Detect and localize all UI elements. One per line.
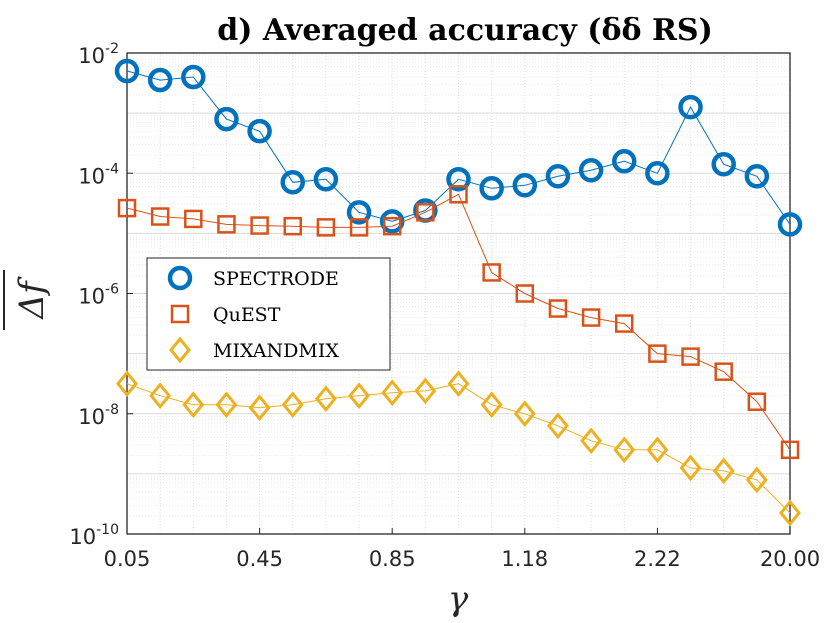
data-point xyxy=(416,203,435,222)
data-point xyxy=(645,161,670,186)
data-point xyxy=(578,157,604,183)
data-point xyxy=(446,167,471,192)
data-point xyxy=(116,370,138,398)
data-point xyxy=(379,209,405,234)
data-point xyxy=(149,382,172,410)
data-point xyxy=(482,263,501,282)
data-point xyxy=(314,385,337,413)
data-point xyxy=(414,377,437,405)
legend-marker xyxy=(170,304,190,324)
data-point xyxy=(681,347,700,366)
data-point xyxy=(678,94,703,120)
data-point xyxy=(745,466,768,494)
data-point xyxy=(247,118,272,144)
legend-label: SPECTRODE xyxy=(213,268,339,290)
legend-marker xyxy=(169,336,191,364)
data-point xyxy=(615,314,634,333)
data-point xyxy=(114,58,140,84)
data-point xyxy=(547,412,569,440)
x-tick-label: 20.00 xyxy=(760,547,820,571)
y-tick-label: 10-4 xyxy=(78,161,119,188)
axis-labels: γ Δf xyxy=(3,270,469,619)
y-tick-label: 10-6 xyxy=(78,282,119,309)
data-point xyxy=(449,185,468,204)
data-point xyxy=(313,167,339,192)
data-point xyxy=(613,436,636,464)
series-spectrode xyxy=(114,58,803,237)
data-point xyxy=(779,499,801,527)
series-layer xyxy=(114,58,803,527)
data-point xyxy=(515,284,535,303)
data-point xyxy=(513,400,536,428)
y-tick-label: 10-8 xyxy=(78,402,119,429)
data-point xyxy=(250,216,269,235)
data-point xyxy=(248,394,271,422)
data-point xyxy=(780,440,800,460)
data-point xyxy=(712,457,735,485)
data-point xyxy=(777,212,803,237)
legend: SPECTRODE QuEST MIXANDMIX xyxy=(146,257,391,371)
series-quest xyxy=(117,185,800,460)
ticks: 0.05 0.45 0.85 1.18 2.22 20.00 10-2 10-4 10-6 10-… xyxy=(69,41,820,571)
data-point xyxy=(181,64,206,90)
data-point xyxy=(217,215,236,234)
series-mixandmix xyxy=(116,370,801,527)
y-axis-label: Δf xyxy=(12,276,52,321)
legend-label: MIXANDMIX xyxy=(213,340,339,362)
series-line xyxy=(126,193,791,451)
data-point xyxy=(215,391,238,419)
data-point xyxy=(150,207,170,226)
data-point xyxy=(283,216,302,236)
chart-title: d) Averaged accuracy (δδ RS) xyxy=(217,13,713,48)
data-point xyxy=(648,344,667,363)
data-point xyxy=(744,164,770,189)
y-tick-label: 10-10 xyxy=(69,522,119,549)
data-point xyxy=(581,308,601,327)
x-tick-label: 0.05 xyxy=(104,547,151,571)
x-tick-label: 0.85 xyxy=(369,547,416,571)
series-line xyxy=(126,383,791,514)
data-point xyxy=(646,436,669,464)
data-point xyxy=(316,218,336,237)
data-point xyxy=(382,216,402,236)
data-point xyxy=(512,173,538,198)
data-point xyxy=(545,164,571,189)
data-point xyxy=(580,427,603,455)
data-point xyxy=(679,454,702,482)
data-point xyxy=(381,379,404,407)
x-tick-label: 0.45 xyxy=(236,547,283,571)
data-point xyxy=(548,299,568,318)
data-point xyxy=(349,218,369,237)
data-point xyxy=(214,106,239,132)
data-point xyxy=(184,209,203,229)
data-point xyxy=(711,151,736,177)
data-point xyxy=(479,176,504,201)
x-tick-label: 2.22 xyxy=(634,547,681,571)
data-point xyxy=(447,370,470,398)
data-point xyxy=(117,198,137,218)
data-point xyxy=(182,391,205,419)
legend-label: QuEST xyxy=(213,304,281,326)
data-point xyxy=(281,391,304,419)
data-point xyxy=(280,170,305,195)
data-point xyxy=(346,200,372,225)
data-point xyxy=(348,382,370,410)
x-axis-label: γ xyxy=(448,579,469,619)
data-point xyxy=(714,362,733,381)
data-point xyxy=(747,392,767,411)
data-point xyxy=(480,391,503,419)
data-point xyxy=(612,148,637,174)
x-tick-label: 1.18 xyxy=(501,547,548,571)
y-tick-label: 10-2 xyxy=(78,41,119,68)
legend-marker xyxy=(167,265,193,291)
data-point xyxy=(147,67,173,93)
